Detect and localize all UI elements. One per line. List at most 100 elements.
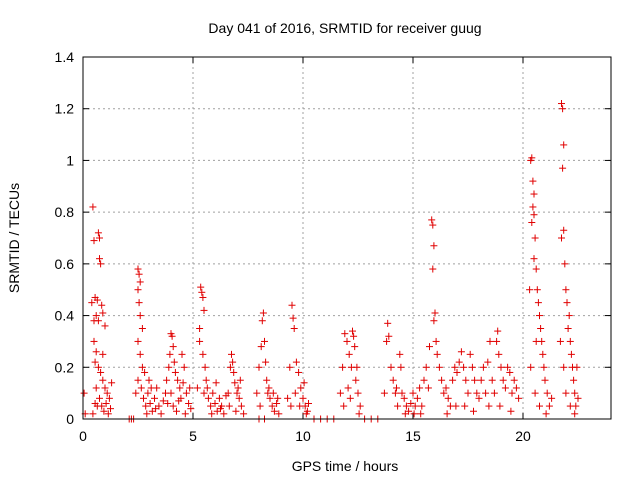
data-point [198,288,206,296]
data-point [257,343,265,351]
data-point [199,293,207,301]
data-point [132,389,140,397]
data-point [533,286,541,294]
data-point [135,270,143,278]
data-point [178,350,186,358]
data-point [453,368,461,376]
data-point [387,363,395,371]
data-point [186,384,194,392]
data-point [207,402,215,410]
data-point [135,299,143,307]
data-point [501,384,509,392]
data-point [545,402,553,410]
data-point [536,402,543,410]
data-point [96,234,103,242]
data-point [349,327,356,335]
data-point [341,330,349,338]
data-point [256,402,264,410]
y-tick-label: 0.2 [55,359,75,375]
y-tick-label: 0.6 [55,256,75,272]
data-point [231,379,239,387]
data-point [496,402,504,410]
data-point [166,350,174,358]
data-point [430,317,438,325]
data-point [262,358,270,366]
data-point [305,399,312,407]
data-point [182,389,190,397]
data-point [134,376,142,384]
data-point [197,283,205,291]
data-point [100,407,108,415]
data-point [493,337,501,345]
y-tick-label: 0 [66,411,74,427]
data-point [89,410,97,418]
data-point [532,337,540,345]
data-point [563,299,571,307]
data-point [540,363,548,371]
data-point [429,221,437,229]
data-point [185,399,193,407]
data-point [270,407,278,415]
data-point [96,394,103,402]
data-point [485,402,493,410]
x-tick-label: 0 [79,428,87,444]
data-point [531,234,539,242]
data-point [410,410,418,418]
data-point [411,402,419,410]
data-point [164,399,172,407]
data-point [229,358,237,366]
data-point [432,337,440,345]
data-point [101,384,109,392]
data-point [537,325,545,332]
data-point [173,407,180,415]
data-point [80,389,88,397]
data-point [356,402,364,410]
data-point [237,402,245,410]
data-point [416,384,424,392]
data-point [565,312,573,320]
data-point [92,312,100,320]
data-point [391,389,399,397]
data-point [504,363,512,371]
data-point [93,296,101,304]
data-point [506,368,514,376]
data-point [286,363,294,371]
data-point [562,286,570,294]
data-point [473,389,481,397]
data-point [494,327,502,335]
data-point [527,363,535,371]
data-point [287,402,295,410]
data-point [444,394,452,402]
data-point [495,350,503,358]
data-point [526,286,534,294]
data-point [157,410,165,418]
data-point [108,379,116,387]
data-point [343,337,351,345]
data-point [91,358,99,366]
data-point [442,384,450,392]
x-tick-label: 20 [515,428,531,444]
data-point [253,389,261,397]
data-point [297,384,305,392]
tick-labels: 0 0.2 0.4 0.6 0.8 1 1.2 1.4 0 5 10 15 20 [55,49,531,444]
data-point [353,363,361,371]
data-point [269,389,277,397]
data-point [438,376,446,384]
data-point [435,363,443,371]
data-point [284,394,292,402]
data-point [96,255,103,263]
data-point [225,402,233,410]
data-point [103,389,111,397]
data-point [300,379,308,387]
data-point [268,402,276,410]
data-point [345,350,353,358]
x-tick-label: 5 [189,428,197,444]
data-point [228,350,235,358]
data-point [134,265,142,273]
data-point [413,394,421,402]
data-point [152,405,160,413]
data-point [393,384,400,392]
data-point [89,203,97,211]
data-point [471,376,479,384]
data-point [168,332,176,340]
